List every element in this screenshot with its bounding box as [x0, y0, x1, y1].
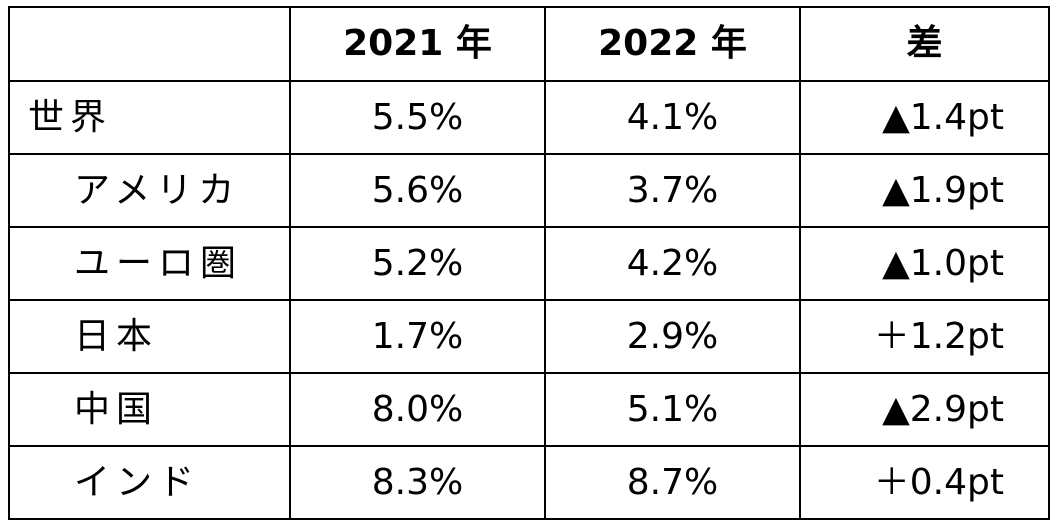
value-2021: 8.3% [289, 445, 546, 520]
table-row: インド 8.3% 8.7% ＋0.4pt [8, 445, 1050, 520]
header-region [8, 6, 291, 82]
header-2022: 2022 年 [544, 6, 801, 82]
value-diff: ＋0.4pt [799, 445, 1050, 520]
table-row: 日本 1.7% 2.9% ＋1.2pt [8, 299, 1050, 374]
table-row: 世界 5.5% 4.1% ▲1.4pt [8, 80, 1050, 155]
value-2022: 4.2% [544, 226, 801, 301]
value-2021: 8.0% [289, 372, 546, 447]
value-diff: ▲2.9pt [799, 372, 1050, 447]
value-2021: 5.6% [289, 153, 546, 228]
header-row: 2021 年 2022 年 差 [8, 6, 1050, 82]
growth-table-container: 2021 年 2022 年 差 世界 5.5% 4.1% ▲1.4pt アメリカ… [8, 6, 1050, 520]
table-row: 中国 8.0% 5.1% ▲2.9pt [8, 372, 1050, 447]
value-2022: 5.1% [544, 372, 801, 447]
table-row: アメリカ 5.6% 3.7% ▲1.9pt [8, 153, 1050, 228]
value-2022: 8.7% [544, 445, 801, 520]
value-2022: 4.1% [544, 80, 801, 155]
value-2021: 5.2% [289, 226, 546, 301]
value-2021: 1.7% [289, 299, 546, 374]
row-label: インド [8, 445, 291, 520]
value-diff: ▲1.9pt [799, 153, 1050, 228]
row-label: 中国 [8, 372, 291, 447]
growth-table: 2021 年 2022 年 差 世界 5.5% 4.1% ▲1.4pt アメリカ… [8, 6, 1050, 520]
row-label: 世界 [8, 80, 291, 155]
value-2022: 2.9% [544, 299, 801, 374]
table-row: ユーロ圏 5.2% 4.2% ▲1.0pt [8, 226, 1050, 301]
row-label: 日本 [8, 299, 291, 374]
row-label: アメリカ [8, 153, 291, 228]
row-label: ユーロ圏 [8, 226, 291, 301]
value-2021: 5.5% [289, 80, 546, 155]
value-2022: 3.7% [544, 153, 801, 228]
header-2021: 2021 年 [289, 6, 546, 82]
value-diff: ▲1.0pt [799, 226, 1050, 301]
header-diff: 差 [799, 6, 1050, 82]
value-diff: ＋1.2pt [799, 299, 1050, 374]
value-diff: ▲1.4pt [799, 80, 1050, 155]
